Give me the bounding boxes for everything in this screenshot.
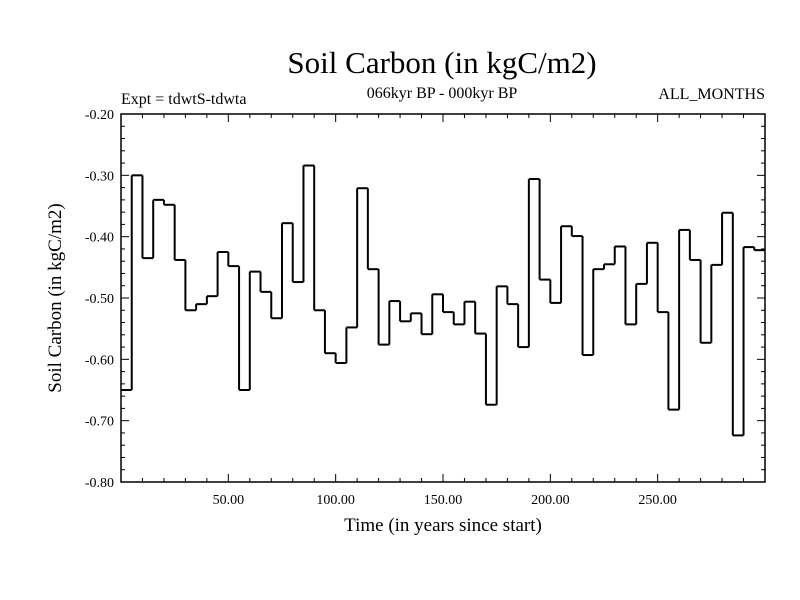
x-axis-title: Time (in years since start)	[344, 515, 542, 536]
plot-frame	[120, 113, 766, 483]
y-tick-label: -0.40	[85, 231, 114, 246]
x-tick-label: 150.00	[424, 493, 463, 508]
x-tick-label: 200.00	[531, 493, 570, 508]
data-series	[121, 164, 765, 437]
y-tick-label: -0.80	[85, 476, 114, 491]
y-tick-label: -0.50	[85, 292, 114, 307]
y-tick-label: -0.60	[85, 353, 114, 368]
y-tick-label: -0.70	[85, 415, 114, 430]
x-tick-label: 50.00	[213, 493, 245, 508]
y-tick-label: -0.30	[85, 169, 114, 184]
x-tick-label: 100.00	[316, 493, 355, 508]
months-label: ALL_MONTHS	[658, 86, 765, 103]
x-tick-label: 250.00	[638, 493, 677, 508]
experiment-label: Expt = tdwtS-tdwta	[121, 91, 246, 108]
chart-title: Soil Carbon (in kgC/m2)	[287, 45, 596, 80]
y-tick-label: -0.20	[85, 108, 114, 123]
period-subtitle: 066kyr BP - 000kyr BP	[367, 85, 518, 102]
axis-tick-labels: 50.00 100.00 150.00 200.00 250.00 -0.80 -0.70 -…	[85, 108, 677, 508]
y-axis-title: Soil Carbon (in kgC/m2)	[45, 203, 66, 392]
